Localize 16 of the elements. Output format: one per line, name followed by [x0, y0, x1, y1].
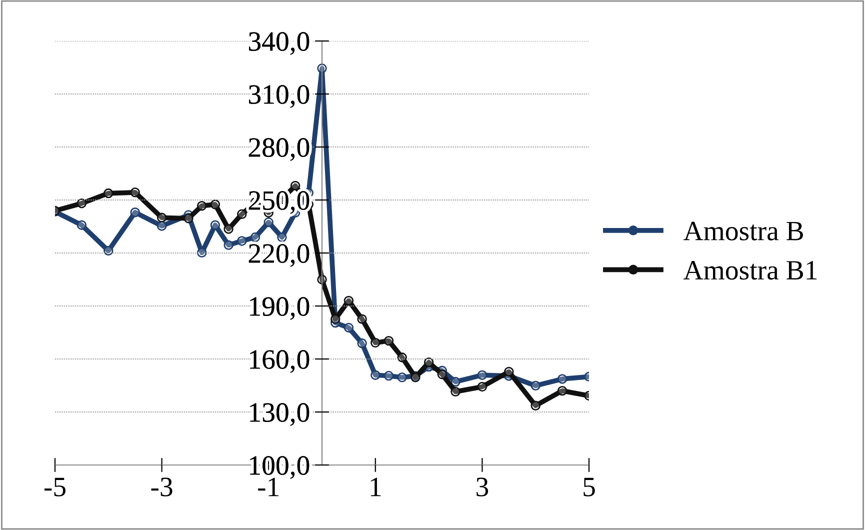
legend-label: Amostra B1: [684, 261, 817, 280]
x-tick-label: 5: [584, 478, 595, 496]
x-tick-label: 3: [476, 478, 488, 496]
x-tick-label: 1: [370, 478, 381, 496]
y-tick-label: 340,0: [249, 32, 310, 55]
x-tick-label: -5: [44, 478, 66, 496]
legend-label: Amostra B: [684, 222, 804, 240]
y-tick-label: 310,0: [249, 85, 310, 108]
y-tick-label: 130,0: [250, 403, 310, 426]
x-tick-label: -3: [151, 478, 172, 496]
y-tick-label: 190,0: [250, 297, 310, 320]
y-tick-label: 100,0: [250, 456, 310, 479]
y-tick-label: 160,0: [250, 350, 310, 373]
y-tick-label: 280,0: [248, 138, 310, 161]
y-tick-label: 220,0: [248, 244, 310, 267]
x-tick-label: -1: [258, 478, 279, 496]
